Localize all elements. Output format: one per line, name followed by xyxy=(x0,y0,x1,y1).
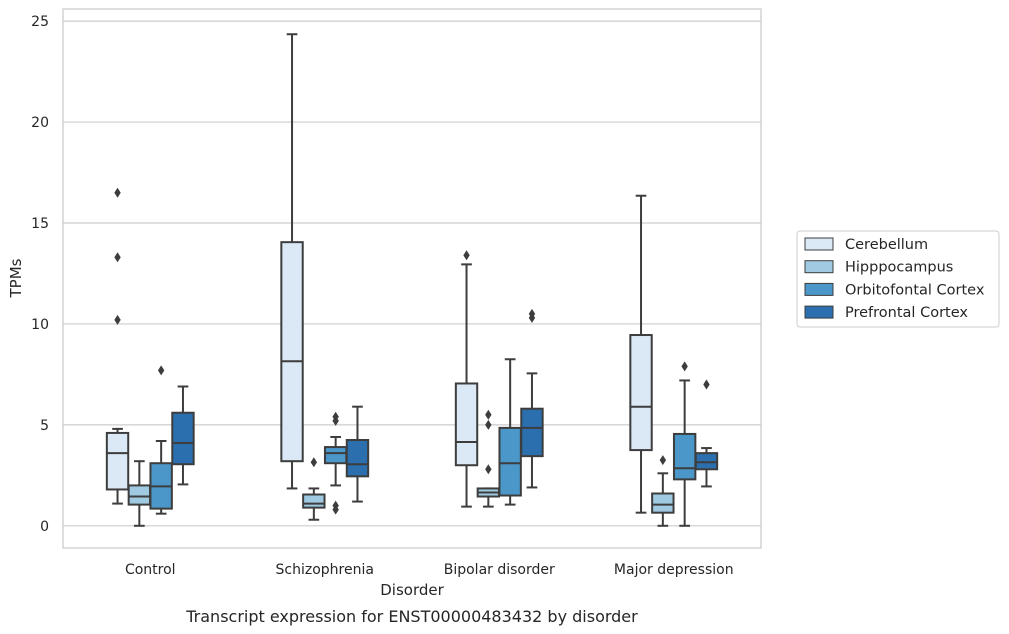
legend-label: Cerebellum xyxy=(845,237,928,253)
legend-swatch xyxy=(804,260,834,274)
box xyxy=(345,405,370,503)
outlier-point xyxy=(485,464,492,475)
y-axis-label: TPMs xyxy=(7,258,25,298)
outlier-point xyxy=(485,419,492,430)
box xyxy=(454,250,479,508)
box-iqr xyxy=(127,484,152,506)
box-iqr xyxy=(105,431,130,491)
outlier-point xyxy=(703,379,710,390)
outlier-point xyxy=(463,250,470,261)
box xyxy=(498,358,522,506)
legend-label: Hipppocampus xyxy=(845,260,953,276)
legend: Cerebellum Hipppocampus Orbitofontal Corte… xyxy=(796,230,1000,328)
outlier-point xyxy=(157,365,165,376)
x-tick-label: Schizophrenia xyxy=(276,562,374,578)
box xyxy=(629,194,653,514)
y-tick-label: 5 xyxy=(40,418,49,434)
box-iqr xyxy=(651,492,675,514)
chart-caption: Transcript expression for ENST0000048343… xyxy=(185,607,638,626)
box-iqr xyxy=(171,411,195,466)
legend-item: Cerebellum xyxy=(804,237,928,253)
legend-item: Prefrontal Cortex xyxy=(804,305,968,321)
box xyxy=(672,361,697,527)
box-iqr xyxy=(520,407,544,458)
y-tick-label: 25 xyxy=(31,14,49,30)
x-tick-label: Control xyxy=(125,562,176,578)
legend-frame xyxy=(796,230,1000,328)
box-iqr xyxy=(345,438,370,478)
y-tick-labels: 0 5 10 15 20 25 xyxy=(31,14,49,535)
y-tick-label: 10 xyxy=(31,317,49,333)
box xyxy=(302,457,326,521)
legend-label: Prefrontal Cortex xyxy=(845,305,968,321)
outlier-point xyxy=(485,409,492,420)
x-tick-label: Bipolar disorder xyxy=(444,562,555,578)
outlier-point xyxy=(114,252,121,263)
box-iqr xyxy=(498,426,522,497)
outlier-point xyxy=(114,314,121,325)
outlier-point xyxy=(310,457,318,468)
box xyxy=(149,365,173,515)
box-iqr xyxy=(323,446,348,465)
outlier-point xyxy=(332,411,339,422)
outlier-point xyxy=(681,361,688,372)
legend-swatch xyxy=(804,282,834,296)
legend-item: Orbitofontal Cortex xyxy=(804,282,985,298)
y-tick-label: 20 xyxy=(31,115,49,131)
box-iqr xyxy=(454,382,479,467)
box-iqr xyxy=(672,432,697,481)
box xyxy=(520,308,544,489)
legend-swatch xyxy=(804,305,834,319)
outlier-point xyxy=(528,308,536,319)
box-iqr xyxy=(302,493,326,509)
box-iqr xyxy=(694,452,719,471)
legend-label: Orbitofontal Cortex xyxy=(845,282,985,298)
box xyxy=(323,411,348,515)
box xyxy=(651,455,675,527)
box xyxy=(694,379,719,488)
legend-swatch xyxy=(804,237,834,251)
x-tick-labels: Control Schizophrenia Bipolar disorder Majo… xyxy=(125,562,734,578)
y-tick-label: 0 xyxy=(40,519,49,535)
x-tick-label: Major depression xyxy=(614,562,734,578)
box xyxy=(127,460,152,527)
outlier-point xyxy=(332,500,339,511)
box-iqr xyxy=(629,334,653,452)
box xyxy=(105,187,130,505)
box xyxy=(476,409,501,508)
legend-item: Hipppocampus xyxy=(804,260,953,276)
outlier-point xyxy=(114,187,121,198)
y-tick-label: 15 xyxy=(31,216,49,232)
x-axis-label: Disorder xyxy=(380,581,444,599)
box-iqr xyxy=(280,241,304,463)
box xyxy=(280,33,304,490)
box-series xyxy=(105,33,719,527)
box xyxy=(171,385,195,486)
outlier-point xyxy=(659,455,667,466)
